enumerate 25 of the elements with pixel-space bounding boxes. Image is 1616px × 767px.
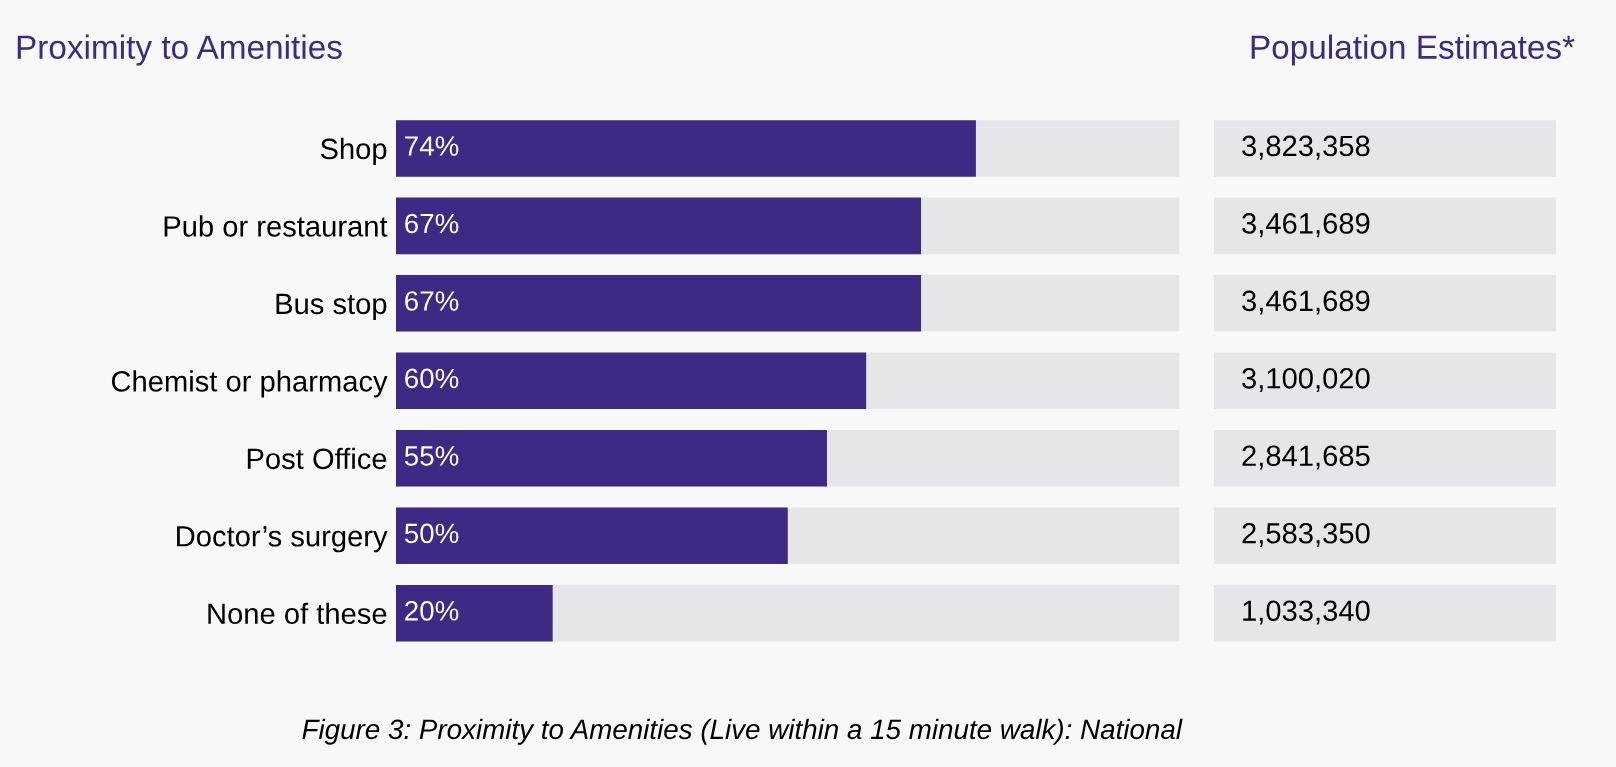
data-label: 55% xyxy=(404,446,459,466)
data-label: 3,461,689 xyxy=(1242,290,1370,315)
chart-title: Proximity to Amenities xyxy=(17,34,342,66)
y-tick-label: Shop xyxy=(320,137,387,166)
y-tick-label: Pub or restaurant xyxy=(164,215,388,237)
data-label: 3,823,358 xyxy=(1242,135,1370,160)
data-label: 67% xyxy=(405,213,459,234)
data-label: 2,841,685 xyxy=(1242,445,1370,470)
y-tick-label: None of these xyxy=(208,602,387,625)
data-label: 2,583,350 xyxy=(1242,522,1370,548)
data-label: 74% xyxy=(405,136,459,156)
data-label: 67% xyxy=(405,291,459,311)
data-label: 20% xyxy=(405,601,459,621)
y-tick-label: Bus stop xyxy=(276,293,387,320)
caption: Figure 3: Proximity to Amenities (Live within a 15 minute walk): National xyxy=(302,718,1183,745)
data-label: 50% xyxy=(404,523,459,544)
data-label: 60% xyxy=(405,368,459,389)
data-label: 3,100,020 xyxy=(1242,367,1370,393)
text: Population Estimates* xyxy=(1251,34,1575,66)
bar xyxy=(395,584,553,642)
y-tick-label: Chemist or pharmacy xyxy=(111,370,388,398)
data-label: 3,461,689 xyxy=(1242,213,1370,238)
data-label: 1,033,340 xyxy=(1243,600,1370,625)
y-tick-label: Post Office xyxy=(247,447,387,470)
y-tick-label: Doctor’s surgery xyxy=(177,526,388,553)
